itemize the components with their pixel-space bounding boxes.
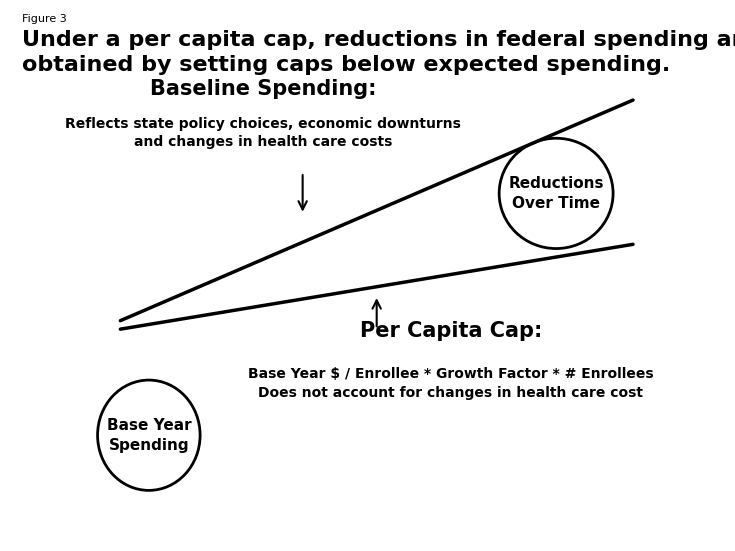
- Text: Figure 3: Figure 3: [22, 14, 67, 24]
- Text: Per Capita Cap:: Per Capita Cap:: [359, 321, 542, 341]
- Text: Under a per capita cap, reductions in federal spending are
obtained by setting c: Under a per capita cap, reductions in fe…: [22, 30, 735, 75]
- Text: FAMILY: FAMILY: [623, 518, 678, 533]
- Text: Base Year $ / Enrollee * Growth Factor * # Enrollees
Does not account for change: Base Year $ / Enrollee * Growth Factor *…: [248, 368, 653, 400]
- Text: KAISER: KAISER: [622, 507, 679, 521]
- Text: Reflects state policy choices, economic downturns
and changes in health care cos: Reflects state policy choices, economic …: [65, 117, 461, 149]
- Text: Baseline Spending:: Baseline Spending:: [149, 79, 376, 99]
- Text: Base Year
Spending: Base Year Spending: [107, 418, 191, 452]
- Text: THE HENRY J.: THE HENRY J.: [628, 500, 673, 505]
- Text: Reductions
Over Time: Reductions Over Time: [509, 176, 604, 211]
- Text: FOUNDATION: FOUNDATION: [628, 534, 673, 540]
